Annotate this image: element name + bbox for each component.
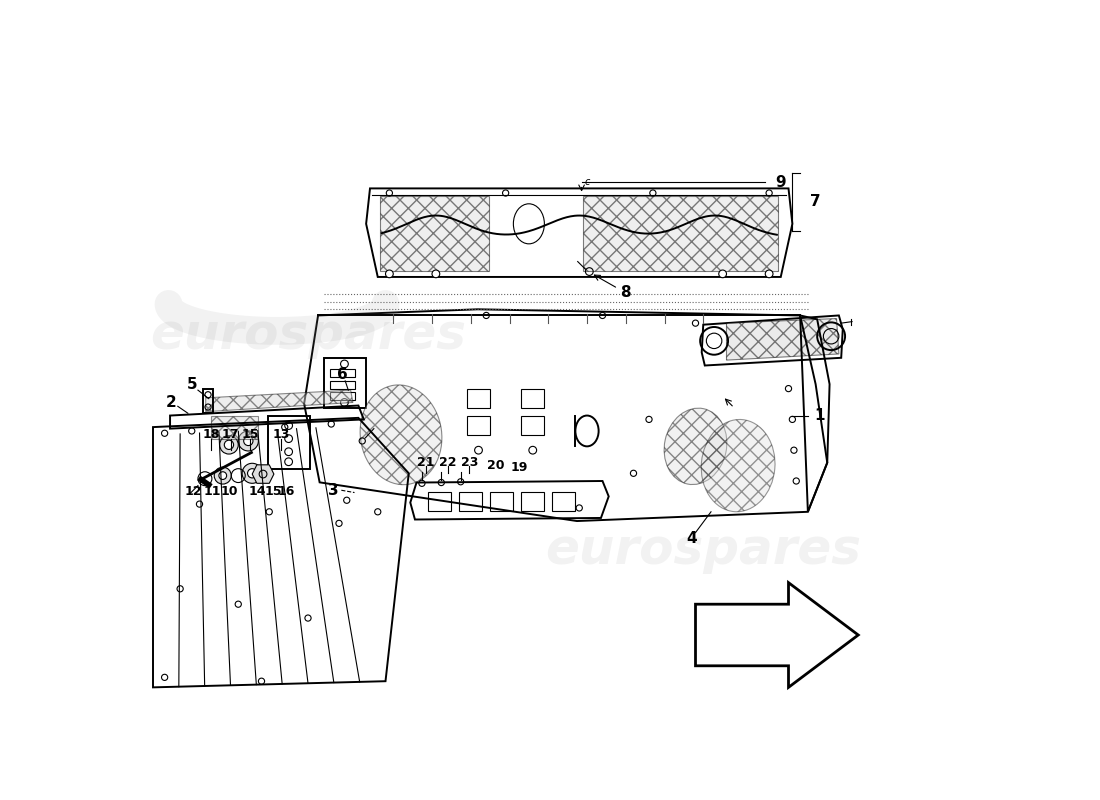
Circle shape (692, 320, 698, 326)
Text: 6: 6 (338, 367, 349, 382)
Bar (330, 381, 354, 389)
Polygon shape (381, 196, 488, 270)
Text: 2: 2 (166, 395, 177, 410)
Polygon shape (583, 196, 779, 270)
Circle shape (576, 505, 582, 511)
Text: 10: 10 (220, 485, 238, 498)
Text: 9: 9 (776, 174, 786, 190)
Bar (211, 415, 257, 438)
Circle shape (214, 467, 231, 484)
Circle shape (646, 416, 652, 422)
Text: 13: 13 (272, 428, 289, 442)
Text: 4: 4 (686, 531, 697, 546)
Bar (466, 415, 491, 435)
Text: 16: 16 (277, 485, 295, 498)
Text: 21: 21 (417, 456, 434, 469)
Bar (267, 415, 310, 470)
Text: 1: 1 (814, 408, 825, 423)
Text: 5: 5 (186, 378, 197, 392)
Circle shape (630, 470, 637, 476)
Text: 19: 19 (510, 462, 528, 474)
Text: 20: 20 (487, 459, 504, 472)
Circle shape (343, 497, 350, 503)
Polygon shape (726, 318, 839, 360)
Text: 3: 3 (328, 482, 339, 498)
Circle shape (219, 472, 227, 479)
Text: 12: 12 (185, 485, 202, 498)
Circle shape (248, 469, 256, 478)
Ellipse shape (701, 419, 776, 512)
Bar (491, 492, 514, 511)
Text: 14: 14 (249, 485, 266, 498)
Ellipse shape (360, 385, 442, 485)
Text: 22: 22 (439, 456, 456, 469)
Bar (521, 492, 544, 511)
Bar (330, 393, 354, 400)
Circle shape (220, 435, 239, 454)
Bar (466, 389, 491, 408)
Circle shape (385, 270, 394, 278)
Circle shape (432, 270, 440, 278)
Polygon shape (252, 465, 274, 483)
Circle shape (483, 312, 490, 318)
Text: eurospares: eurospares (546, 526, 861, 574)
Bar (552, 492, 575, 511)
Bar (330, 370, 354, 377)
Circle shape (718, 270, 726, 278)
Text: eurospares: eurospares (150, 310, 466, 358)
Polygon shape (206, 390, 353, 412)
Bar (521, 415, 544, 435)
Text: c: c (584, 178, 590, 187)
Bar (459, 492, 483, 511)
Text: 17: 17 (222, 428, 240, 442)
Text: 11: 11 (204, 485, 221, 498)
Circle shape (224, 440, 233, 450)
Circle shape (766, 270, 773, 278)
Text: 18: 18 (202, 428, 220, 442)
Circle shape (242, 463, 262, 483)
Circle shape (600, 312, 606, 318)
Circle shape (375, 509, 381, 515)
Ellipse shape (664, 408, 727, 485)
Text: 8: 8 (620, 285, 631, 300)
Circle shape (244, 436, 253, 446)
Text: 15: 15 (264, 485, 282, 498)
Bar (204, 389, 212, 414)
Text: 7: 7 (811, 194, 821, 209)
Bar (521, 389, 544, 408)
Circle shape (239, 431, 258, 451)
Bar (323, 358, 366, 408)
Bar (428, 492, 451, 511)
Text: 23: 23 (461, 456, 477, 469)
Text: 15: 15 (241, 428, 258, 442)
